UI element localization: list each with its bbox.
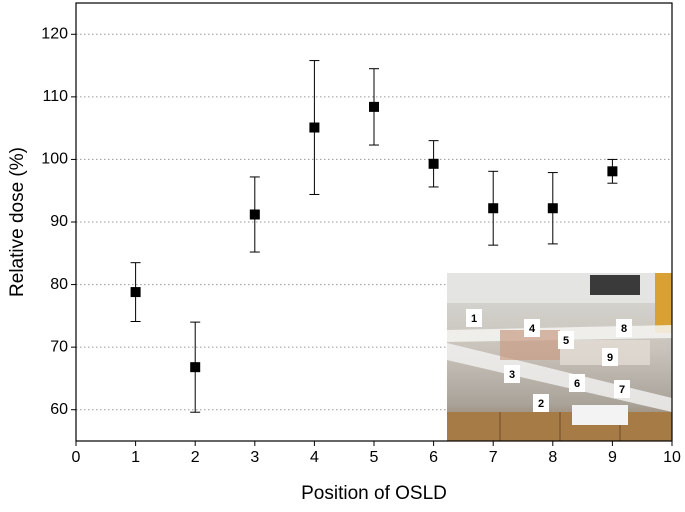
inset-label-box bbox=[466, 309, 482, 327]
inset-label: 9 bbox=[607, 352, 613, 364]
marker bbox=[547, 203, 558, 214]
x-tick-label: 10 bbox=[663, 449, 681, 466]
x-tick-label: 0 bbox=[72, 449, 81, 466]
inset-label-box bbox=[602, 348, 618, 366]
x-tick-label: 5 bbox=[370, 449, 379, 466]
x-tick-label: 7 bbox=[489, 449, 498, 466]
x-tick-label: 9 bbox=[608, 449, 617, 466]
x-tick-label: 6 bbox=[429, 449, 438, 466]
inset-label: 2 bbox=[538, 398, 544, 410]
x-tick-label: 2 bbox=[191, 449, 200, 466]
marker bbox=[488, 203, 499, 214]
x-tick-label: 4 bbox=[310, 449, 319, 466]
inset-label-box bbox=[504, 365, 520, 383]
x-tick-label: 1 bbox=[131, 449, 140, 466]
inset-label: 1 bbox=[471, 313, 477, 325]
plot-frame bbox=[75, 2, 673, 442]
y-axis-label: Relative dose (%) bbox=[7, 147, 28, 297]
y-tick-label: 80 bbox=[50, 276, 68, 293]
marker bbox=[249, 209, 260, 220]
inset-label: 7 bbox=[619, 384, 625, 396]
inset-label: 6 bbox=[574, 378, 580, 390]
inset-label-box bbox=[524, 319, 540, 337]
y-tick-label: 60 bbox=[50, 401, 68, 418]
x-axis-label: Position of OSLD bbox=[301, 483, 447, 504]
marker bbox=[190, 362, 201, 373]
y-tick-label: 100 bbox=[41, 151, 68, 168]
marker bbox=[309, 122, 320, 133]
inset-label-box bbox=[614, 380, 630, 398]
x-tick-label: 3 bbox=[250, 449, 259, 466]
x-tick-label: 8 bbox=[548, 449, 557, 466]
inset-label-box bbox=[533, 394, 549, 412]
y-tick-label: 120 bbox=[41, 26, 68, 43]
inset-label: 3 bbox=[509, 369, 515, 381]
inset-label: 8 bbox=[621, 323, 627, 335]
y-tick-label: 70 bbox=[50, 338, 68, 355]
y-tick-label: 90 bbox=[50, 213, 68, 230]
marker bbox=[369, 101, 379, 112]
inset-label-box bbox=[569, 374, 585, 392]
inset-label-box bbox=[558, 331, 574, 349]
inset-label-box bbox=[616, 319, 632, 337]
marker bbox=[130, 287, 141, 298]
inset-label: 4 bbox=[529, 323, 536, 335]
marker bbox=[428, 158, 439, 169]
y-tick-label: 110 bbox=[42, 88, 68, 105]
inset-photo: 1 2 3 4 5 6 7 8 9 bbox=[447, 273, 672, 441]
marker bbox=[607, 166, 618, 177]
inset-label: 5 bbox=[563, 335, 569, 347]
